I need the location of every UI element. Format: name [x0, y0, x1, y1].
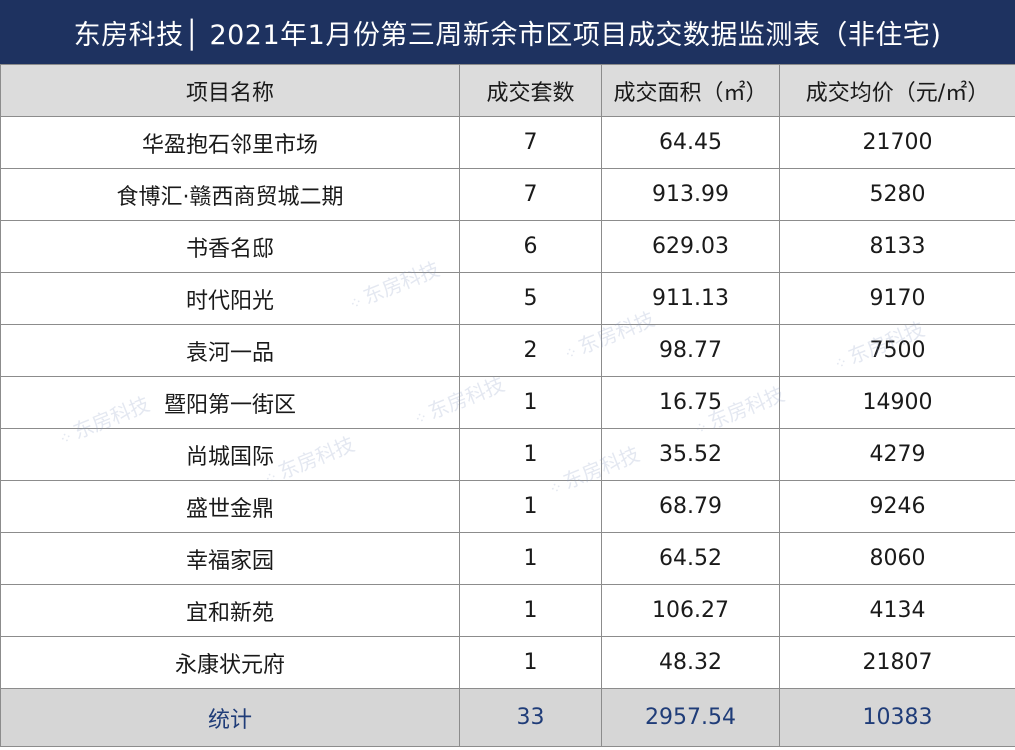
cell-area: 48.32: [601, 636, 780, 689]
cell-avg-price: 5280: [779, 168, 1015, 221]
cell-units-sold: 7: [459, 168, 602, 221]
cell-project-name: 书香名邸: [0, 220, 460, 273]
transaction-table: 项目名称 成交套数 成交面积（㎡） 成交均价（元/㎡） 华盈抱石邻里市场 7 64.…: [0, 64, 1015, 747]
table-row: 时代阳光 5 911.13 9170: [0, 272, 1015, 325]
table-row: 食博汇·赣西商贸城二期 7 913.99 5280: [0, 168, 1015, 221]
table-row: 书香名邸 6 629.03 8133: [0, 220, 1015, 273]
cell-area: 98.77: [601, 324, 780, 377]
cell-avg-price: 8133: [779, 220, 1015, 273]
cell-avg-price: 7500: [779, 324, 1015, 377]
cell-area: 35.52: [601, 428, 780, 481]
table-row: 暨阳第一街区 1 16.75 14900: [0, 376, 1015, 429]
cell-project-name: 宜和新苑: [0, 584, 460, 637]
total-label: 统计: [0, 688, 460, 747]
table-row: 华盈抱石邻里市场 7 64.45 21700: [0, 116, 1015, 169]
cell-area: 64.45: [601, 116, 780, 169]
total-units: 33: [459, 688, 602, 747]
header-area: 成交面积（㎡）: [601, 64, 780, 117]
header-row: 项目名称 成交套数 成交面积（㎡） 成交均价（元/㎡）: [0, 64, 1015, 117]
cell-avg-price: 14900: [779, 376, 1015, 429]
cell-project-name: 暨阳第一街区: [0, 376, 460, 429]
cell-avg-price: 21700: [779, 116, 1015, 169]
cell-project-name: 时代阳光: [0, 272, 460, 325]
cell-avg-price: 9170: [779, 272, 1015, 325]
cell-avg-price: 9246: [779, 480, 1015, 533]
cell-area: 64.52: [601, 532, 780, 585]
cell-units-sold: 1: [459, 584, 602, 637]
cell-area: 106.27: [601, 584, 780, 637]
cell-avg-price: 21807: [779, 636, 1015, 689]
cell-area: 913.99: [601, 168, 780, 221]
table-row: 尚城国际 1 35.52 4279: [0, 428, 1015, 481]
header-units-sold: 成交套数: [459, 64, 602, 117]
cell-area: 629.03: [601, 220, 780, 273]
table-row: 袁河一品 2 98.77 7500: [0, 324, 1015, 377]
header-project-name: 项目名称: [0, 64, 460, 117]
cell-project-name: 盛世金鼎: [0, 480, 460, 533]
cell-avg-price: 8060: [779, 532, 1015, 585]
total-area: 2957.54: [601, 688, 780, 747]
table-title: 东房科技│ 2021年1月份第三周新余市区项目成交数据监测表（非住宅): [0, 0, 1015, 64]
cell-units-sold: 5: [459, 272, 602, 325]
cell-units-sold: 1: [459, 532, 602, 585]
cell-units-sold: 2: [459, 324, 602, 377]
total-row: 统计 33 2957.54 10383: [0, 688, 1015, 747]
cell-project-name: 袁河一品: [0, 324, 460, 377]
total-avg-price: 10383: [779, 688, 1015, 747]
cell-units-sold: 1: [459, 428, 602, 481]
cell-units-sold: 6: [459, 220, 602, 273]
cell-project-name: 食博汇·赣西商贸城二期: [0, 168, 460, 221]
cell-project-name: 尚城国际: [0, 428, 460, 481]
table-row: 宜和新苑 1 106.27 4134: [0, 584, 1015, 637]
cell-avg-price: 4279: [779, 428, 1015, 481]
table-row: 永康状元府 1 48.32 21807: [0, 636, 1015, 689]
cell-units-sold: 7: [459, 116, 602, 169]
cell-project-name: 永康状元府: [0, 636, 460, 689]
table-row: 盛世金鼎 1 68.79 9246: [0, 480, 1015, 533]
cell-project-name: 幸福家园: [0, 532, 460, 585]
cell-units-sold: 1: [459, 636, 602, 689]
cell-units-sold: 1: [459, 480, 602, 533]
cell-units-sold: 1: [459, 376, 602, 429]
cell-area: 68.79: [601, 480, 780, 533]
header-avg-price: 成交均价（元/㎡）: [779, 64, 1015, 117]
cell-avg-price: 4134: [779, 584, 1015, 637]
cell-project-name: 华盈抱石邻里市场: [0, 116, 460, 169]
table-row: 幸福家园 1 64.52 8060: [0, 532, 1015, 585]
cell-area: 16.75: [601, 376, 780, 429]
cell-area: 911.13: [601, 272, 780, 325]
